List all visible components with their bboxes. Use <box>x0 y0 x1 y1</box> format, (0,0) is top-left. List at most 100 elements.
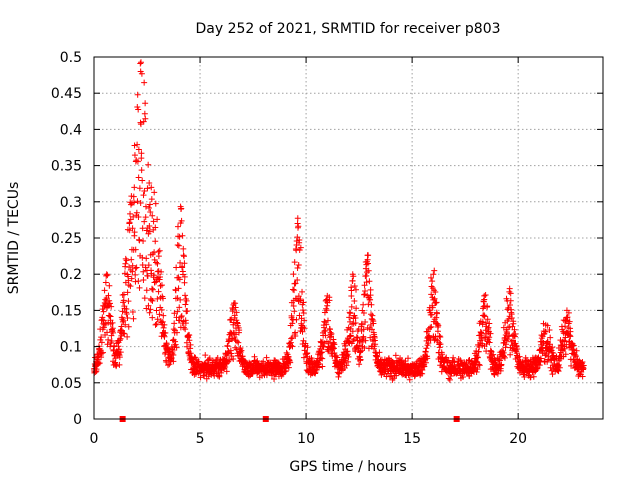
data-point <box>172 341 179 348</box>
data-point <box>316 364 323 371</box>
data-point <box>484 316 491 323</box>
data-point <box>181 260 188 267</box>
data-point <box>177 296 184 303</box>
data-point <box>129 262 136 269</box>
data-point <box>430 296 437 303</box>
data-point <box>147 209 154 216</box>
data-point <box>549 344 556 351</box>
data-point <box>187 341 194 348</box>
data-point <box>179 264 186 271</box>
data-point <box>218 369 225 376</box>
data-point <box>132 246 139 253</box>
data-point <box>181 279 188 286</box>
data-point <box>364 256 371 263</box>
data-point <box>271 376 278 383</box>
data-point <box>125 298 132 305</box>
data-point <box>542 321 549 328</box>
data-point <box>290 271 297 278</box>
data-point <box>104 329 111 336</box>
data-point <box>289 286 296 293</box>
data-point <box>359 338 366 345</box>
data-point <box>330 344 337 351</box>
data-point <box>148 285 155 292</box>
data-point <box>568 362 575 369</box>
data-point <box>299 307 306 314</box>
data-point <box>145 161 152 168</box>
data-point <box>181 273 188 280</box>
x-tick-label: 10 <box>297 431 315 447</box>
data-point <box>100 349 107 356</box>
data-point <box>137 121 144 128</box>
data-point <box>133 264 140 271</box>
data-point <box>285 364 292 371</box>
data-point <box>183 297 190 304</box>
data-point <box>360 301 367 308</box>
data-point <box>357 356 364 363</box>
data-point <box>457 357 464 364</box>
data-point <box>228 316 235 323</box>
data-point <box>442 355 449 362</box>
data-point <box>134 103 141 110</box>
data-point <box>386 373 393 380</box>
data-point <box>475 348 482 355</box>
data-point <box>579 373 586 380</box>
data-point <box>567 328 574 335</box>
data-point <box>508 315 515 322</box>
data-point <box>424 328 431 335</box>
data-point <box>295 261 302 268</box>
data-point <box>481 292 488 299</box>
data-point <box>166 361 173 368</box>
data-point <box>294 265 301 272</box>
data-point <box>342 342 349 349</box>
data-point <box>122 321 129 328</box>
data-point <box>309 357 316 364</box>
data-point <box>142 203 149 210</box>
data-point <box>509 323 516 330</box>
data-point <box>358 320 365 327</box>
data-point <box>148 196 155 203</box>
data-point <box>152 321 159 328</box>
data-point <box>260 358 267 365</box>
data-point <box>486 334 493 341</box>
data-point <box>547 334 554 341</box>
data-point <box>134 141 141 148</box>
data-point <box>155 288 162 295</box>
data-point <box>110 329 117 336</box>
data-point <box>235 339 242 346</box>
data-point <box>359 336 366 343</box>
data-point <box>334 354 341 361</box>
data-point <box>563 307 570 314</box>
data-point <box>405 355 412 362</box>
data-point <box>156 311 163 318</box>
data-point <box>149 297 156 304</box>
data-point <box>301 325 308 332</box>
data-point <box>131 229 138 236</box>
data-point <box>255 369 262 376</box>
data-point <box>424 355 431 362</box>
data-point <box>101 321 108 328</box>
data-point <box>129 309 136 316</box>
data-point <box>230 356 237 363</box>
data-point <box>135 278 142 285</box>
data-point <box>139 254 146 261</box>
data-point <box>429 278 436 285</box>
data-point <box>348 303 355 310</box>
y-tick-label: 0.1 <box>60 340 82 356</box>
data-point <box>476 343 483 350</box>
data-point <box>427 324 434 331</box>
data-point <box>140 277 147 284</box>
data-point <box>96 360 103 367</box>
data-point <box>140 238 147 245</box>
data-point <box>446 376 453 383</box>
data-point <box>496 357 503 364</box>
data-point <box>390 359 397 366</box>
data-point <box>175 285 182 292</box>
data-point <box>435 322 442 329</box>
data-point <box>146 309 153 316</box>
data-point <box>329 346 336 353</box>
data-point <box>575 365 582 372</box>
data-point <box>347 332 354 339</box>
data-point <box>566 318 573 325</box>
data-point <box>406 376 413 383</box>
data-point <box>135 213 142 220</box>
